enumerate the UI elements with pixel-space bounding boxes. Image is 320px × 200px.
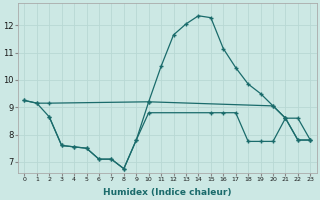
X-axis label: Humidex (Indice chaleur): Humidex (Indice chaleur) (103, 188, 232, 197)
